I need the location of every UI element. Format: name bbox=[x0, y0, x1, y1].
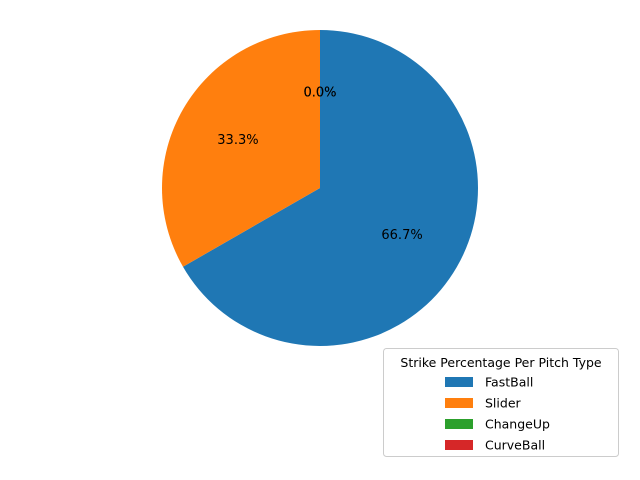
legend-swatch-fastball bbox=[445, 377, 473, 387]
pie-percent-labels: 66.7%33.3%0.0%0.0% bbox=[217, 86, 422, 243]
legend-label-fastball: FastBall bbox=[485, 375, 533, 390]
legend-swatch-curveball bbox=[445, 440, 473, 450]
legend-swatch-slider bbox=[445, 398, 473, 408]
legend-items: FastBall Slider ChangeUp CurveBall bbox=[445, 375, 550, 453]
pie-slice-slider bbox=[161, 30, 320, 267]
pie-label-curveball: 0.0% bbox=[303, 86, 336, 101]
pie-label-fastball: 66.7% bbox=[381, 228, 422, 243]
pie-slices bbox=[161, 30, 479, 346]
pie-label-slider: 33.3% bbox=[217, 133, 258, 148]
pie-slice-fastball bbox=[183, 30, 479, 346]
legend-label-changeup: ChangeUp bbox=[485, 417, 550, 432]
legend-swatch-changeup bbox=[445, 419, 473, 429]
pie-label-changeup: 0.0% bbox=[303, 86, 336, 101]
legend-frame bbox=[383, 348, 619, 457]
legend-label-curveball: CurveBall bbox=[485, 438, 545, 453]
legend-title: Strike Percentage Per Pitch Type bbox=[400, 355, 602, 370]
legend: Strike Percentage Per Pitch Type FastBal… bbox=[383, 348, 619, 457]
legend-label-slider: Slider bbox=[485, 396, 522, 411]
